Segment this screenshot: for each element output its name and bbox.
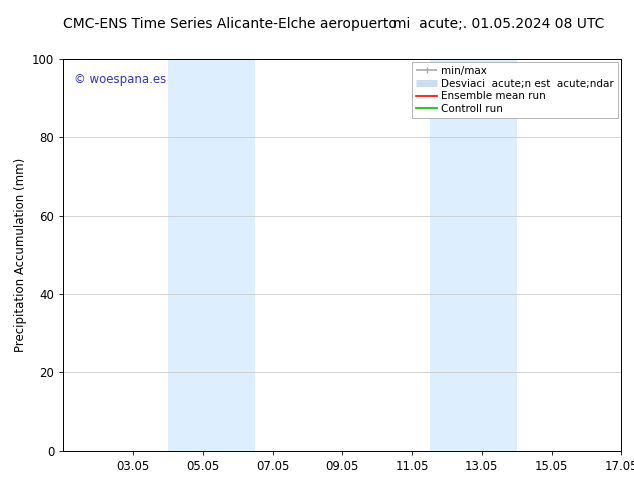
Text: mi  acute;. 01.05.2024 08 UTC: mi acute;. 01.05.2024 08 UTC [393, 17, 604, 31]
Legend: min/max, Desviaci  acute;n est  acute;ndar, Ensemble mean run, Controll run: min/max, Desviaci acute;n est acute;ndar… [412, 62, 618, 118]
Y-axis label: Precipitation Accumulation (mm): Precipitation Accumulation (mm) [13, 158, 27, 352]
Text: © woespana.es: © woespana.es [74, 73, 166, 86]
Bar [429, 59, 517, 451]
Text: CMC-ENS Time Series Alicante-Elche aeropuerto: CMC-ENS Time Series Alicante-Elche aerop… [63, 17, 398, 31]
Bar [168, 59, 255, 451]
